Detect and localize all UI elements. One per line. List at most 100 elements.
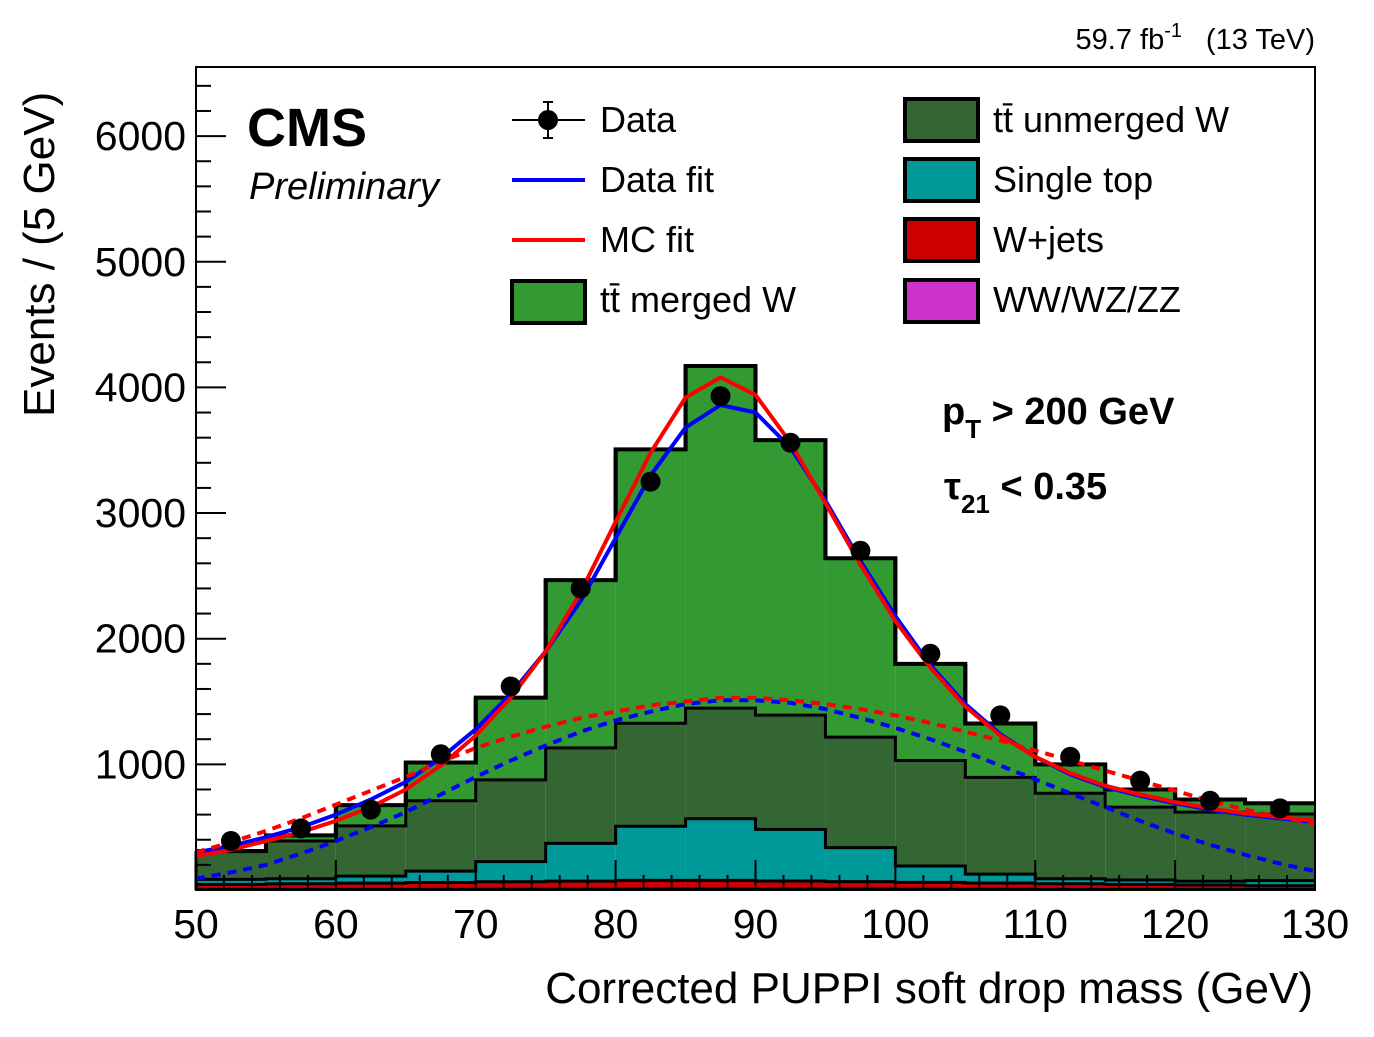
bar-single-top-2 — [335, 876, 406, 884]
fit-mc-fit — [195, 375, 1316, 859]
bar-single-top-3 — [405, 871, 476, 883]
tick-layer: 50 60 70 80 90 100 110 120 130 1000 2000 3000 4000 50… — [95, 84, 1349, 947]
data-point-10 — [920, 643, 941, 664]
bar-single-top-7 — [685, 818, 756, 881]
data-point-8 — [780, 432, 801, 453]
bar-w-jets-13 — [1105, 884, 1176, 890]
bar-w-jets-4 — [475, 881, 546, 890]
x-axis-title: Corrected PUPPI soft drop mass (GeV) — [545, 964, 1313, 1013]
data-point-7 — [710, 386, 731, 407]
lumi-label: 59.7 fb-1 — [1076, 20, 1182, 56]
data-point-15 — [1270, 798, 1291, 819]
bar-tt-unmerged-w-4 — [475, 779, 546, 862]
data-marker-2 — [360, 799, 381, 820]
bar-tt-unmerged-w-7 — [685, 708, 756, 819]
data-marker-14 — [1200, 790, 1221, 811]
tau-cut-value: < 0.35 — [990, 466, 1107, 508]
data-point-4 — [500, 676, 521, 697]
legend-wjets-swatch — [903, 217, 980, 263]
y-tick-label-6000: 6000 — [95, 113, 186, 159]
data-point-2 — [360, 799, 381, 820]
bar-single-top-11 — [965, 874, 1036, 883]
bar-single-top-12 — [1035, 878, 1106, 884]
bar-w-jets-14 — [1175, 884, 1246, 890]
data-marker-4 — [500, 676, 521, 697]
legend-label-wjets: W+jets — [993, 219, 1104, 260]
cms-label: CMS — [247, 98, 367, 158]
bar-w-jets-1 — [265, 883, 336, 890]
x-tick-label-120: 120 — [1141, 901, 1209, 947]
data-point-12 — [1060, 746, 1081, 767]
bar-w-jets-8 — [755, 880, 826, 890]
bar-w-jets-0 — [196, 884, 266, 890]
bar-tt-unmerged-w-2 — [335, 825, 406, 877]
x-tick-label-110: 110 — [1003, 901, 1068, 947]
data-marker-1 — [290, 818, 311, 839]
x-tick-label-100: 100 — [861, 901, 929, 947]
data-point-5 — [570, 578, 591, 599]
x-tick-label-130: 130 — [1281, 901, 1349, 947]
bar-tt-unmerged-w-5 — [545, 747, 616, 844]
bar-single-top-9 — [825, 847, 896, 882]
data-marker-7 — [710, 386, 731, 407]
bar-tt-unmerged-w-12 — [1035, 793, 1106, 879]
data-marker-5 — [570, 578, 591, 599]
legend-entry-diboson: WW/WZ/ZZ — [903, 278, 1181, 324]
y-tick-label-5000: 5000 — [95, 239, 186, 285]
x-tick-label-80: 80 — [593, 901, 639, 947]
data-marker-3 — [430, 744, 451, 765]
data-point-6 — [640, 471, 661, 492]
bar-tt-merged-w-13 — [1105, 789, 1176, 808]
legend-single-top-swatch — [903, 157, 980, 203]
data-marker-13 — [1130, 770, 1151, 791]
legend-tt-unmerged-swatch — [903, 97, 980, 143]
legend-label-mc-fit: MC fit — [600, 219, 694, 260]
legend-label-data: Data — [600, 99, 677, 140]
pt-cut-value: > 200 GeV — [981, 391, 1175, 433]
data-marker-10 — [920, 643, 941, 664]
bar-w-jets-10 — [895, 882, 966, 890]
bar-tt-unmerged-w-10 — [895, 760, 966, 867]
bar-w-jets-11 — [965, 882, 1036, 890]
bar-w-jets-2 — [335, 883, 406, 890]
legend-entry-single-top: Single top — [903, 157, 1153, 203]
legend-entry-tt-unmerged: tt̄ unmerged W — [903, 97, 1229, 143]
bar-tt-unmerged-w-8 — [755, 715, 826, 830]
bar-tt-merged-w-7 — [685, 366, 756, 709]
stack-tt-unmerged-w — [196, 708, 1315, 882]
bar-single-top-6 — [615, 826, 686, 881]
pt-symbol: p — [942, 391, 965, 433]
legend-label-diboson: WW/WZ/ZZ — [993, 279, 1181, 320]
bar-tt-unmerged-w-6 — [615, 723, 686, 827]
data-marker-6 — [640, 471, 661, 492]
bar-w-jets-9 — [825, 881, 896, 890]
tau-subscript: 21 — [961, 489, 990, 519]
tau-symbol: τ — [944, 466, 961, 508]
legend-label-tt-unmerged: tt̄ unmerged W — [993, 99, 1229, 140]
y-axis-title: Events / (5 GeV) — [15, 92, 64, 417]
bar-single-top-15 — [1245, 880, 1315, 886]
bar-tt-unmerged-w-9 — [825, 737, 896, 848]
y-tick-label-2000: 2000 — [95, 616, 186, 662]
bar-w-jets-5 — [545, 881, 616, 890]
y-tick-label-4000: 4000 — [95, 364, 186, 410]
bar-single-top-14 — [1175, 881, 1246, 885]
data-point-3 — [430, 744, 451, 765]
data-point-13 — [1130, 770, 1151, 791]
legend-entry-tt-merged: tt̄ merged W — [510, 279, 796, 325]
bar-single-top-5 — [545, 843, 616, 882]
data-marker-8 — [780, 432, 801, 453]
x-tick-label-50: 50 — [173, 901, 219, 947]
data-point-9 — [850, 540, 871, 561]
y-tick-label-3000: 3000 — [95, 490, 186, 536]
bar-single-top-13 — [1105, 879, 1176, 885]
legend-label-data-fit: Data fit — [600, 159, 714, 200]
bar-w-jets-3 — [405, 882, 476, 890]
lumi-value: 59.7 fb — [1076, 24, 1165, 56]
legend-tt-merged-swatch — [510, 279, 587, 325]
bar-single-top-4 — [475, 861, 546, 882]
data-marker-11 — [990, 705, 1011, 726]
fit-mc-fit-bkg — [195, 695, 1316, 855]
data-marker-15 — [1270, 798, 1291, 819]
